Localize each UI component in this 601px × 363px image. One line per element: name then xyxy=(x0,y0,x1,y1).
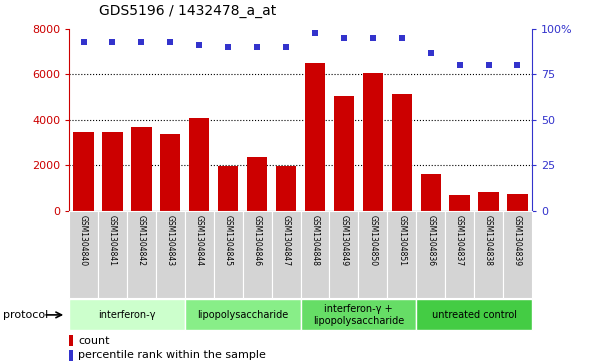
Bar xyxy=(416,299,532,330)
Text: protocol: protocol xyxy=(3,310,48,320)
Point xyxy=(195,42,204,48)
Bar xyxy=(69,350,73,360)
Bar xyxy=(127,211,156,298)
Bar xyxy=(185,299,300,330)
Text: untreated control: untreated control xyxy=(432,310,516,320)
Text: GSM1304841: GSM1304841 xyxy=(108,215,117,266)
Text: GSM1304850: GSM1304850 xyxy=(368,215,377,266)
Point xyxy=(368,35,377,41)
Bar xyxy=(392,94,412,211)
Point xyxy=(165,39,175,45)
Bar xyxy=(445,211,474,298)
Bar xyxy=(98,211,127,298)
Bar xyxy=(334,96,354,211)
Point xyxy=(136,39,146,45)
Text: lipopolysaccharide: lipopolysaccharide xyxy=(197,310,288,320)
Bar xyxy=(503,211,532,298)
Text: GSM1304844: GSM1304844 xyxy=(195,215,204,266)
Text: interferon-γ +
lipopolysaccharide: interferon-γ + lipopolysaccharide xyxy=(313,304,404,326)
Bar xyxy=(276,166,296,211)
Bar xyxy=(131,127,151,211)
Bar xyxy=(474,211,503,298)
Bar xyxy=(69,299,185,330)
Bar xyxy=(102,132,123,211)
Bar xyxy=(69,211,98,298)
Point xyxy=(397,35,406,41)
Text: GSM1304839: GSM1304839 xyxy=(513,215,522,266)
Text: GSM1304849: GSM1304849 xyxy=(340,215,349,266)
Text: GSM1304848: GSM1304848 xyxy=(311,215,320,266)
Bar xyxy=(478,192,499,211)
Text: GSM1304843: GSM1304843 xyxy=(166,215,175,266)
Bar xyxy=(450,195,470,211)
Point xyxy=(484,62,493,68)
Text: interferon-γ: interferon-γ xyxy=(98,310,156,320)
Bar xyxy=(218,166,239,211)
Point xyxy=(224,44,233,50)
Point xyxy=(108,39,117,45)
Point xyxy=(252,44,262,50)
Point xyxy=(339,35,349,41)
Point xyxy=(310,30,320,36)
Bar xyxy=(243,211,272,298)
Bar xyxy=(156,211,185,298)
Bar xyxy=(189,118,209,211)
Bar xyxy=(214,211,243,298)
Point xyxy=(426,50,436,56)
Text: count: count xyxy=(78,336,109,346)
Text: GSM1304838: GSM1304838 xyxy=(484,215,493,266)
Bar xyxy=(69,335,73,346)
Bar xyxy=(305,63,325,211)
Text: GSM1304845: GSM1304845 xyxy=(224,215,233,266)
Text: GSM1304851: GSM1304851 xyxy=(397,215,406,266)
Point xyxy=(455,62,465,68)
Bar xyxy=(387,211,416,298)
Point xyxy=(513,62,522,68)
Bar xyxy=(358,211,387,298)
Text: GSM1304840: GSM1304840 xyxy=(79,215,88,266)
Text: GSM1304842: GSM1304842 xyxy=(137,215,146,266)
Point xyxy=(79,39,88,45)
Text: GSM1304846: GSM1304846 xyxy=(252,215,261,266)
Point xyxy=(281,44,291,50)
Bar xyxy=(300,211,329,298)
Bar xyxy=(329,211,358,298)
Bar xyxy=(421,174,441,211)
Bar xyxy=(272,211,300,298)
Text: percentile rank within the sample: percentile rank within the sample xyxy=(78,350,266,360)
Bar xyxy=(247,157,267,211)
Bar xyxy=(185,211,214,298)
Bar xyxy=(160,134,180,211)
Bar xyxy=(300,299,416,330)
Bar xyxy=(507,193,528,211)
Bar xyxy=(73,132,94,211)
Text: GSM1304837: GSM1304837 xyxy=(455,215,464,266)
Text: GSM1304847: GSM1304847 xyxy=(281,215,290,266)
Bar xyxy=(416,211,445,298)
Text: GDS5196 / 1432478_a_at: GDS5196 / 1432478_a_at xyxy=(99,4,276,18)
Bar xyxy=(362,73,383,211)
Text: GSM1304836: GSM1304836 xyxy=(426,215,435,266)
